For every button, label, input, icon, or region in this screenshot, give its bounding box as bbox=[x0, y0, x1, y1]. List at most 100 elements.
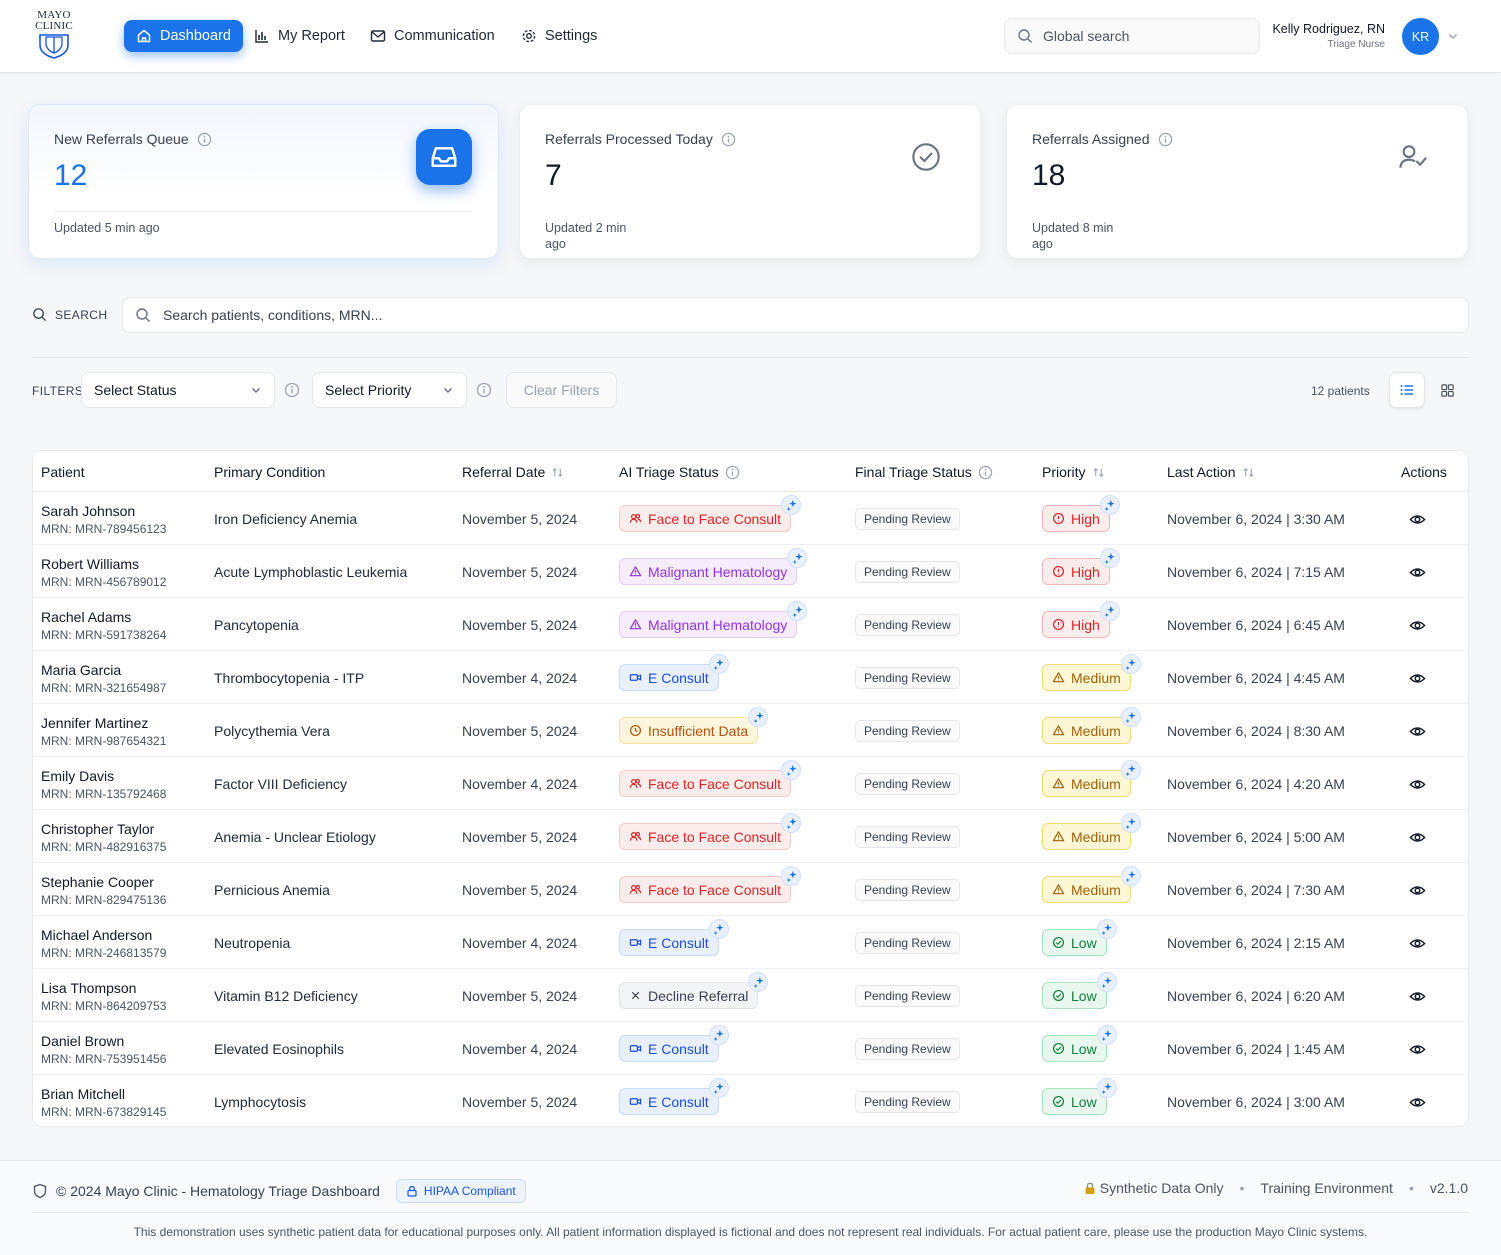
table-row[interactable]: Maria Garcia MRN: MRN-321654987 Thrombocyt… bbox=[33, 651, 1468, 704]
primary-condition: Vitamin B12 Deficiency bbox=[214, 988, 358, 1004]
table-row[interactable]: Christopher Taylor MRN: MRN-482916375 Anem… bbox=[33, 810, 1468, 863]
user-menu[interactable]: Kelly Rodriguez, RN Triage Nurse KR bbox=[1260, 18, 1490, 56]
info-icon[interactable] bbox=[725, 465, 740, 480]
info-icon[interactable] bbox=[476, 382, 492, 398]
ai-sparkle-icon bbox=[748, 972, 769, 992]
nav-settings[interactable]: Settings bbox=[511, 20, 607, 52]
priority-label: Low bbox=[1071, 1040, 1097, 1057]
patient-name[interactable]: Robert Williams bbox=[41, 556, 140, 572]
patient-name[interactable]: Jennifer Martinez bbox=[41, 715, 149, 731]
nav-communication[interactable]: Communication bbox=[360, 20, 505, 52]
chevron-down-icon[interactable] bbox=[1447, 30, 1459, 42]
patient-name[interactable]: Rachel Adams bbox=[41, 609, 132, 625]
table-row[interactable]: Lisa Thompson MRN: MRN-864209753 Vitamin B… bbox=[33, 969, 1468, 1022]
patient-mrn: MRN: MRN-246813579 bbox=[41, 946, 167, 960]
info-icon[interactable] bbox=[1158, 132, 1173, 147]
patient-name[interactable]: Stephanie Cooper bbox=[41, 874, 154, 890]
sort-icon[interactable] bbox=[1092, 466, 1105, 479]
priority-select[interactable]: Select Priority bbox=[312, 372, 467, 408]
ai-sparkle-icon bbox=[1120, 813, 1141, 833]
stat-card-new-referrals[interactable]: New Referrals Queue 12 Updated 5 min ago bbox=[28, 104, 499, 259]
eye-icon bbox=[1409, 515, 1426, 524]
table-row[interactable]: Sarah Johnson MRN: MRN-789456123 Iron Defi… bbox=[33, 492, 1468, 545]
column-header-label: Primary Condition bbox=[214, 464, 326, 480]
table-row[interactable]: Michael Anderson MRN: MRN-246813579 Neutro… bbox=[33, 916, 1468, 969]
lock-icon bbox=[1085, 1182, 1095, 1194]
table-row[interactable]: Jennifer Martinez MRN: MRN-987654321 Polyc… bbox=[33, 704, 1468, 757]
list-view-button[interactable] bbox=[1389, 372, 1425, 408]
priority-label: Medium bbox=[1071, 775, 1121, 792]
view-patient-button[interactable] bbox=[1409, 882, 1426, 902]
sort-icon[interactable] bbox=[1242, 466, 1255, 479]
table-row[interactable]: Daniel Brown MRN: MRN-753951456 Elevated E… bbox=[33, 1022, 1468, 1075]
avatar[interactable]: KR bbox=[1402, 18, 1439, 55]
nav-dashboard-label: Dashboard bbox=[160, 28, 231, 44]
footer-disclaimer: This demonstration uses synthetic patien… bbox=[133, 1225, 1368, 1239]
column-header-patient[interactable]: Patient bbox=[41, 464, 85, 480]
view-patient-button[interactable] bbox=[1409, 617, 1426, 637]
info-icon[interactable] bbox=[721, 132, 736, 147]
warning-triangle-icon bbox=[1052, 725, 1065, 736]
column-header-label: Last Action bbox=[1167, 464, 1236, 480]
clear-filters-button[interactable]: Clear Filters bbox=[506, 372, 617, 408]
stat-card-processed-today[interactable]: Referrals Processed Today 7 Updated 2 mi… bbox=[519, 104, 981, 259]
patient-count: 12 patients bbox=[1311, 384, 1370, 398]
view-patient-button[interactable] bbox=[1409, 935, 1426, 955]
primary-condition: Elevated Eosinophils bbox=[214, 1041, 344, 1057]
warning-triangle-icon bbox=[629, 619, 642, 630]
patient-name[interactable]: Brian Mitchell bbox=[41, 1086, 126, 1102]
eye-icon bbox=[1409, 568, 1426, 577]
view-patient-button[interactable] bbox=[1409, 511, 1426, 531]
patient-name[interactable]: Maria Garcia bbox=[41, 662, 122, 678]
view-patient-button[interactable] bbox=[1409, 776, 1426, 796]
patient-name[interactable]: Lisa Thompson bbox=[41, 980, 137, 996]
table-row[interactable]: Stephanie Cooper MRN: MRN-829475136 Pernic… bbox=[33, 863, 1468, 916]
stat-card-assigned[interactable]: Referrals Assigned 18 Updated 8 min ago bbox=[1006, 104, 1468, 259]
top-navigation-bar: MAYO CLINIC Dashboard My Report Communic… bbox=[0, 0, 1501, 73]
status-select[interactable]: Select Status bbox=[81, 372, 275, 408]
column-header-ai-triage[interactable]: AI Triage Status bbox=[619, 464, 740, 480]
global-search-input[interactable]: Global search bbox=[1004, 18, 1260, 54]
stat-updated: Updated 8 min ago bbox=[1032, 221, 1114, 251]
priority-label: Low bbox=[1071, 934, 1097, 951]
patient-mrn: MRN: MRN-987654321 bbox=[41, 734, 167, 748]
ai-triage-label: E Consult bbox=[648, 669, 709, 686]
grid-view-button[interactable] bbox=[1429, 372, 1465, 408]
view-patient-button[interactable] bbox=[1409, 670, 1426, 690]
view-patient-button[interactable] bbox=[1409, 723, 1426, 743]
column-header-final-triage[interactable]: Final Triage Status bbox=[855, 464, 993, 480]
column-header-priority[interactable]: Priority bbox=[1042, 464, 1105, 480]
table-row[interactable]: Emily Davis MRN: MRN-135792468 Factor VIII… bbox=[33, 757, 1468, 810]
info-icon[interactable] bbox=[197, 132, 212, 147]
column-header-last-action[interactable]: Last Action bbox=[1167, 464, 1255, 480]
mayo-clinic-logo[interactable]: MAYO CLINIC bbox=[30, 10, 78, 62]
column-header-referral-date[interactable]: Referral Date bbox=[462, 464, 564, 480]
info-icon[interactable] bbox=[284, 382, 300, 398]
priority-badge: High bbox=[1042, 601, 1120, 638]
nav-communication-label: Communication bbox=[394, 28, 495, 44]
patient-mrn: MRN: MRN-591738264 bbox=[41, 628, 167, 642]
view-patient-button[interactable] bbox=[1409, 988, 1426, 1008]
view-patient-button[interactable] bbox=[1409, 564, 1426, 584]
nav-dashboard[interactable]: Dashboard bbox=[124, 20, 243, 52]
ai-triage-label: E Consult bbox=[648, 1093, 709, 1110]
patient-name[interactable]: Sarah Johnson bbox=[41, 503, 136, 519]
info-icon[interactable] bbox=[978, 465, 993, 480]
check-circle-icon bbox=[1052, 1095, 1065, 1108]
view-patient-button[interactable] bbox=[1409, 1041, 1426, 1061]
patient-name[interactable]: Emily Davis bbox=[41, 768, 115, 784]
view-patient-button[interactable] bbox=[1409, 829, 1426, 849]
column-header-label: Priority bbox=[1042, 464, 1086, 480]
patient-name[interactable]: Daniel Brown bbox=[41, 1033, 125, 1049]
patient-search-input[interactable]: Search patients, conditions, MRN... bbox=[122, 297, 1469, 333]
sort-icon[interactable] bbox=[551, 466, 564, 479]
nav-my-report[interactable]: My Report bbox=[244, 20, 355, 52]
table-row[interactable]: Robert Williams MRN: MRN-456789012 Acute L… bbox=[33, 545, 1468, 598]
table-row[interactable]: Brian Mitchell MRN: MRN-673829145 Lymphocy… bbox=[33, 1075, 1468, 1126]
view-patient-button[interactable] bbox=[1409, 1094, 1426, 1114]
table-row[interactable]: Rachel Adams MRN: MRN-591738264 Pancytopen… bbox=[33, 598, 1468, 651]
patient-mrn: MRN: MRN-789456123 bbox=[41, 522, 167, 536]
patient-name[interactable]: Christopher Taylor bbox=[41, 821, 155, 837]
patient-name[interactable]: Michael Anderson bbox=[41, 927, 153, 943]
column-header-condition[interactable]: Primary Condition bbox=[214, 464, 325, 480]
